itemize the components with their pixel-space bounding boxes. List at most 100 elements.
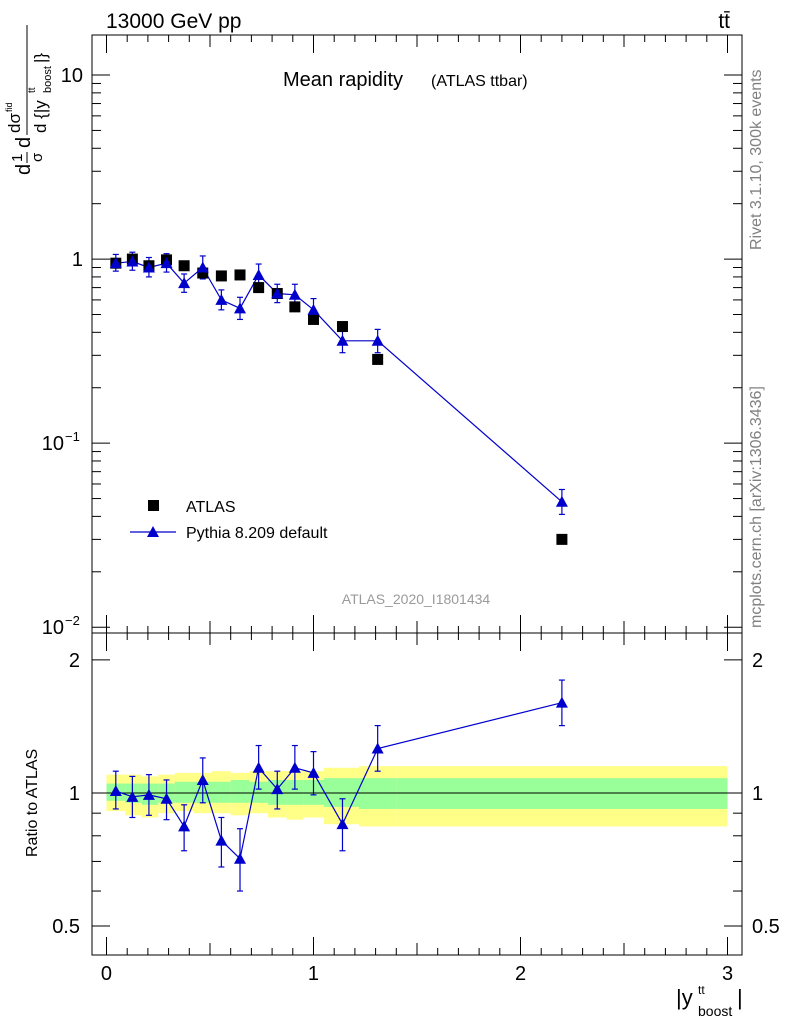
ratio-point — [555, 696, 568, 708]
main-y-tick-label: 10 — [42, 433, 64, 455]
mcplots-label: mcplots.cern.ch [arXiv:1306.3436] — [748, 386, 765, 628]
ratio-point — [178, 820, 191, 832]
energy-label: 13000 GeV pp — [106, 10, 241, 33]
pythia-point — [307, 303, 320, 315]
svg-text:fid: fid — [4, 102, 14, 112]
ratio-point — [126, 790, 139, 802]
pythia-point — [555, 495, 568, 507]
atlas-point — [307, 313, 319, 325]
chart-title: Mean rapidity — [283, 69, 403, 91]
main-y-tick-exponent: −2 — [65, 613, 80, 628]
ratio-tick-labels: 0.5 0.5 1 1 2 2 0 1 2 3 — [52, 650, 780, 985]
pythia-line — [115, 260, 563, 503]
x-axis-label: |y tt boost | — [676, 983, 743, 1019]
ratio-panel: 0.5 0.5 1 1 2 2 0 1 2 3 Ratio to ATLAS |y tt boos… — [24, 632, 780, 1019]
svg-text:boost: boost — [698, 1003, 732, 1019]
x-tick-label: 2 — [515, 963, 526, 985]
pythia-point — [252, 268, 265, 280]
ratio-point — [142, 788, 155, 800]
chart-subtitle: (ATLAS ttbar) — [431, 73, 528, 90]
svg-text:1: 1 — [9, 154, 26, 162]
main-y-axis-label: d 1 σ d dσ fid d {|y tt boost |} — [4, 25, 54, 175]
pythia-point — [126, 255, 139, 267]
stat-band-bin — [396, 778, 728, 809]
atlas-point — [336, 321, 348, 333]
ratio-point — [109, 785, 122, 797]
pythia-point — [371, 334, 384, 346]
atlas-point — [197, 267, 209, 279]
atlas-point — [178, 260, 190, 272]
main-x-ticks — [105, 35, 729, 633]
stat-band-bin — [174, 781, 194, 803]
pythia-point — [109, 257, 122, 269]
ratio-point — [271, 783, 284, 795]
stat-band-bin — [249, 781, 268, 803]
atlas-point — [253, 282, 265, 294]
x-tick-label: 3 — [722, 963, 733, 985]
atlas-point — [234, 269, 246, 281]
main-frame — [91, 34, 743, 634]
analysis-watermark: ATLAS_2020_I1801434 — [342, 591, 491, 607]
pythia-point — [336, 334, 349, 346]
svg-text:dσ: dσ — [5, 113, 24, 133]
ratio-y-tick-label-right: 0.5 — [752, 916, 780, 938]
ratio-point — [288, 761, 301, 773]
svg-text:boost: boost — [42, 66, 54, 93]
x-tick-label: 1 — [308, 963, 319, 985]
uncertainty-bands — [106, 766, 728, 827]
stat-band-bin — [286, 779, 304, 805]
pythia-point — [288, 288, 301, 300]
pythia-point — [160, 257, 173, 269]
svg-text:d {|y: d {|y — [31, 100, 50, 133]
x-tick-label: 0 — [101, 963, 112, 985]
svg-text:tt: tt — [27, 87, 38, 93]
ratio-point — [234, 852, 247, 864]
ratio-y-tick-label-left: 0.5 — [52, 916, 80, 938]
ratio-y-tick-label-right: 1 — [752, 783, 763, 805]
ratio-point — [160, 792, 173, 804]
ratio-point — [371, 742, 384, 754]
ratio-point — [252, 761, 265, 773]
svg-text:σ: σ — [29, 152, 46, 162]
svg-text:|}: |} — [31, 53, 50, 63]
main-y-tick-exponent: −1 — [65, 429, 80, 444]
legend-pythia-marker — [147, 526, 159, 537]
main-y-tick-label: 1 — [72, 249, 83, 271]
atlas-point — [215, 270, 227, 282]
main-y-tick-label: 10 — [61, 65, 83, 87]
ratio-point — [307, 766, 320, 778]
stat-band-bin — [359, 778, 397, 809]
pythia-point — [271, 287, 284, 299]
ratio-ticks — [92, 633, 742, 955]
ratio-point — [215, 834, 228, 846]
pythia-point — [178, 277, 191, 289]
pythia-point — [234, 302, 247, 314]
main-y-ticks — [92, 74, 742, 628]
process-label: tt̄ — [718, 10, 730, 33]
rivet-version-label: Rivet 3.1.10, 300k events — [748, 69, 765, 250]
atlas-point — [556, 533, 568, 545]
atlas-point — [372, 353, 384, 365]
main-y-tick-label: 10 — [42, 617, 64, 639]
ratio-y-tick-label-right: 2 — [752, 650, 763, 672]
legend-atlas-marker — [148, 500, 159, 511]
ratio-point — [336, 818, 349, 830]
ratio-point — [196, 773, 209, 785]
atlas-point — [289, 301, 301, 313]
svg-text:d: d — [13, 164, 35, 175]
stat-band-bin — [212, 781, 231, 803]
svg-text:|: | — [737, 985, 743, 1010]
svg-text:|y: |y — [676, 985, 693, 1010]
legend-pythia-label: Pythia 8.209 default — [186, 525, 328, 542]
ratio-y-axis-label: Ratio to ATLAS — [24, 749, 41, 857]
ratio-y-tick-label-left: 1 — [69, 783, 80, 805]
legend: ATLAS Pythia 8.209 default — [130, 499, 328, 542]
stat-band-bin — [230, 779, 250, 803]
pythia-point — [215, 293, 228, 305]
svg-text:tt: tt — [698, 983, 705, 997]
pythia-point — [196, 261, 209, 273]
ratio-y-tick-label-left: 2 — [69, 650, 80, 672]
